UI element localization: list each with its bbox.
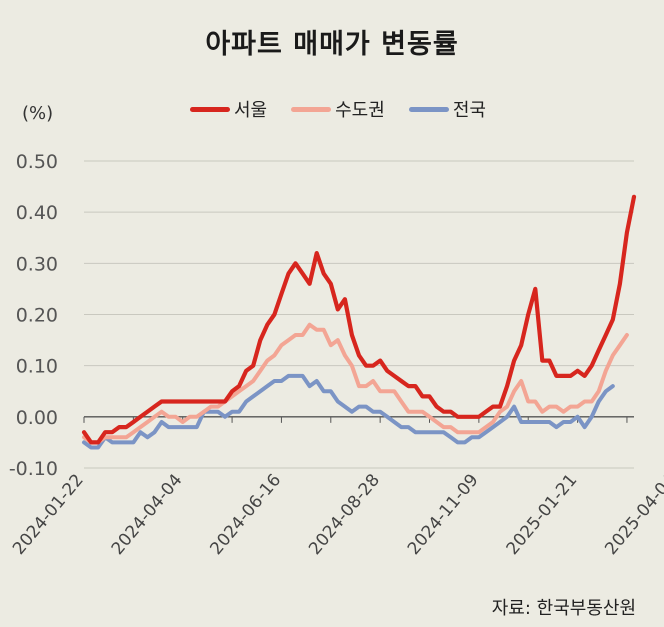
legend-swatch-nationwide [408, 106, 449, 112]
y-tick-label: -0.10 [9, 458, 58, 480]
y-tick-label: 0.50 [16, 151, 58, 173]
source-note: 자료: 한국부동산원 [491, 598, 636, 619]
y-tick-label: 0.20 [16, 305, 58, 327]
legend-label-seoul: 서울 [234, 100, 268, 121]
y-tick-label: 0.30 [16, 253, 58, 275]
x-tick-label: 2025-01-21 [503, 470, 582, 559]
x-tick-label: 2024-04-04 [108, 470, 187, 559]
y-tick-label: 0.00 [16, 407, 58, 429]
chart-title: 아파트 매매가 변동률 [205, 29, 459, 60]
series-line-seoul [81, 194, 637, 445]
x-tick-label: 2024-06-16 [206, 470, 285, 559]
legend-item-seoul: 서울 [190, 96, 267, 122]
y-tick-label: 0.10 [16, 356, 58, 378]
y-tick-label: 0.40 [16, 202, 58, 224]
series-line-nationwide [82, 373, 615, 450]
x-tick-label: 2024-08-28 [305, 470, 384, 559]
legend-swatch-capital-area [291, 106, 332, 112]
legend: 서울 수도권 전국 [190, 96, 510, 122]
y-axis-unit: (%) [22, 103, 54, 124]
legend-item-capital-area: 수도권 [291, 96, 385, 122]
x-tick-label: 2024-11-09 [404, 470, 483, 559]
x-tick-label: 2024-01-22 [9, 470, 88, 559]
legend-label-nationwide: 전국 [452, 100, 486, 121]
legend-label-capital-area: 수도권 [335, 100, 385, 121]
legend-item-nationwide: 전국 [408, 96, 486, 122]
x-tick-label: 2025-04-04 [601, 470, 664, 559]
legend-swatch-seoul [190, 106, 230, 112]
series-line-capital-area [82, 322, 629, 445]
